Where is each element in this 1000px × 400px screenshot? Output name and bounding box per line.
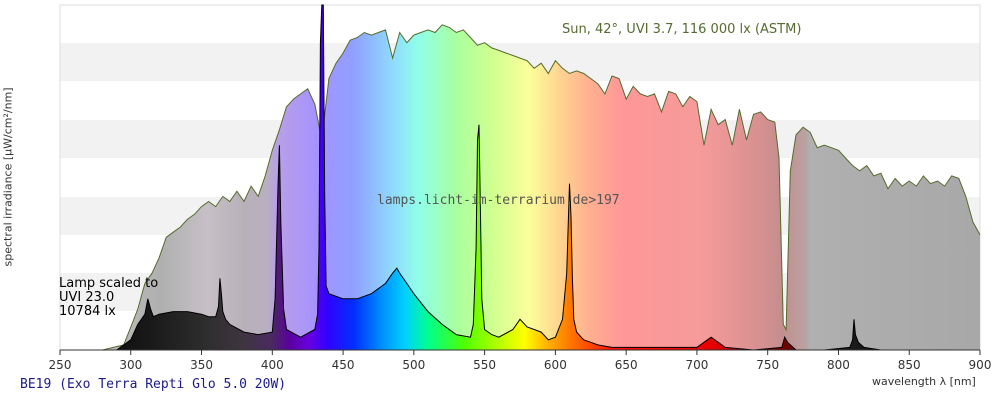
x-tick-label: 500 [402,358,425,372]
x-tick-label: 350 [190,358,213,372]
x-tick-label: 900 [969,358,992,372]
x-tick-label: 650 [615,358,638,372]
x-tick-label: 250 [49,358,72,372]
lamp-spectrum-area [60,5,980,350]
x-tick-label: 550 [473,358,496,372]
sun-annotation: Sun, 42°, UVI 3.7, 116 000 lx (ASTM) [562,22,802,37]
lamp-caption: BE19 (Exo Terra Repti Glo 5.0 20W) [20,377,287,392]
x-axis-ticks: 250 300 350 400 450 500 550 600 650 700 750 800 850 9… [49,350,992,372]
x-tick-label: 850 [898,358,921,372]
x-tick-label: 750 [756,358,779,372]
watermark: lamps.licht-im-terrarium.de>197 [377,193,620,208]
sun-spectrum-area [60,24,980,351]
lamp-annotation-line: Lamp scaled to [59,276,159,291]
x-tick-label: 600 [544,358,567,372]
sun-spectrum-line [60,24,981,351]
lamp-annotation: Lamp scaled to UVI 23.0 10784 lx [59,277,158,319]
x-tick-label: 800 [827,358,850,372]
x-tick-label: 300 [119,358,142,372]
lamp-annotation-line: 10784 lx [59,304,116,319]
x-axis-label: wavelength λ [nm] [872,375,976,388]
lamp-spectrum-line [60,4,980,351]
lamp-annotation-line: UVI 23.0 [59,290,115,305]
x-tick-label: 700 [685,358,708,372]
x-tick-label: 450 [332,358,355,372]
y-axis-label: spectral irradiance [µW/cm²/nm] [1,87,15,267]
x-tick-label: 400 [261,358,284,372]
